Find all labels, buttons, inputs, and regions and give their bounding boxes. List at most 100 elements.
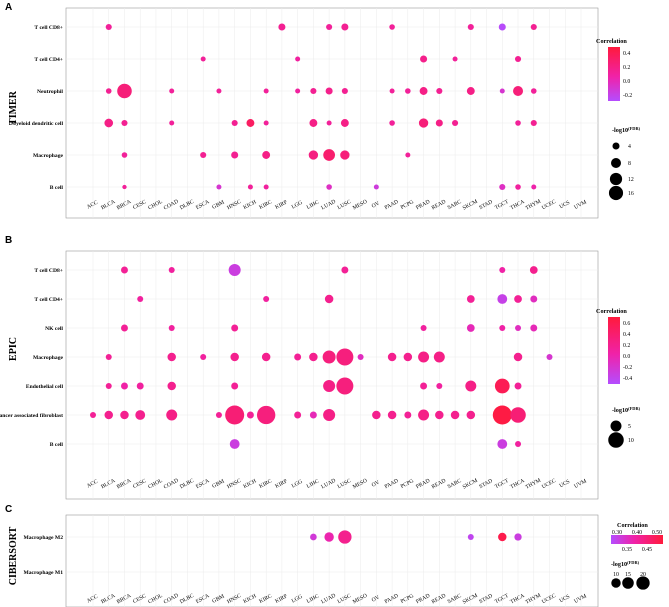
data-point-luad <box>323 408 336 422</box>
x-tick-label: GBM <box>211 593 225 604</box>
data-point-thym <box>530 119 537 127</box>
data-point-tgct <box>499 324 506 332</box>
plot-frame <box>65 7 599 219</box>
data-point-skcm <box>466 410 476 420</box>
data-point-thym <box>530 295 538 303</box>
data-point-hnsc <box>231 151 239 159</box>
data-point-tgct <box>498 532 507 542</box>
y-tick-label: NK cell <box>45 326 63 332</box>
data-point-skcm <box>466 87 475 95</box>
y-tick-label: T cell CD4+ <box>34 297 63 303</box>
data-point-pcpg <box>405 88 411 94</box>
data-point-tgct <box>492 405 512 425</box>
data-point-luad <box>326 184 332 190</box>
x-tick-label: PCPG <box>400 199 415 211</box>
panel-letter: B <box>5 235 12 246</box>
colorbar-tick-label: 0.0 <box>623 354 630 360</box>
y-tick-label: Macrophage <box>33 355 64 361</box>
data-point-blca <box>105 23 112 31</box>
x-tick-label: LIHC <box>306 478 321 490</box>
x-tick-label: LGG <box>291 594 304 605</box>
data-point-kirc <box>261 352 271 362</box>
colorbar-tick-label: 0.6 <box>623 321 630 327</box>
y-tick-label: B cell <box>50 442 64 448</box>
data-point-read <box>436 382 443 390</box>
size-legend-title: -log10(FDR) <box>612 406 641 414</box>
data-point-lusc <box>341 266 349 274</box>
y-tick-label: B cell <box>50 185 64 191</box>
x-tick-label: KICH <box>242 478 257 490</box>
data-point-prad <box>420 382 428 390</box>
data-point-lihc <box>310 87 317 95</box>
data-point-kirc <box>263 120 269 126</box>
color-legend-title: Correlation <box>617 522 648 529</box>
x-tick-label: PCPG <box>400 593 415 605</box>
data-point-brca <box>122 184 127 190</box>
x-tick-label: ACC <box>86 479 99 490</box>
data-point-brca <box>121 382 128 390</box>
x-tick-label: UVM <box>573 478 587 489</box>
data-point-tgct <box>497 439 508 449</box>
data-point-thca <box>514 55 522 63</box>
x-tick-label: STAD <box>478 593 493 605</box>
size-legend-dot <box>612 142 620 150</box>
data-point-thca <box>514 533 522 541</box>
data-point-lihc <box>310 533 317 541</box>
panel-title: CIBERSORT <box>8 526 19 585</box>
data-point-hnsc <box>229 439 240 449</box>
size-legend-dot <box>608 185 624 201</box>
points <box>104 23 537 191</box>
data-point-coad <box>168 324 175 332</box>
data-point-brca <box>121 266 128 274</box>
data-point-thym <box>531 184 537 190</box>
data-point-thca <box>513 352 523 362</box>
data-point-kich <box>246 119 255 127</box>
data-point-lihc <box>309 119 318 127</box>
y-tick-label: T cell CD4+ <box>34 57 63 63</box>
size-legend-label: 8 <box>628 161 631 167</box>
size-legend-title: -log10(FDR) <box>612 126 641 134</box>
data-point-kich <box>246 411 254 419</box>
data-point-tgct <box>499 266 506 274</box>
color-legend-title: Correlation <box>596 38 627 45</box>
panel-b: B EPIC T cell CD8+ T cell CD4+ NK cell Macrop… <box>0 235 641 500</box>
data-point-cesc <box>135 410 146 420</box>
data-point-thym <box>530 88 537 94</box>
x-tick-label: KIRP <box>274 199 288 210</box>
plot-frame <box>65 250 599 500</box>
size-legend-label: 16 <box>628 191 634 197</box>
data-point-luad <box>323 149 335 161</box>
data-point-luad <box>324 294 334 304</box>
y-tick-label: Macrophage M1 <box>23 570 63 576</box>
data-point-cesc <box>136 382 144 390</box>
data-point-thca <box>515 184 521 190</box>
size-legend: -log10(FDR) 5 10 <box>608 406 641 448</box>
data-point-lgg <box>294 411 302 419</box>
x-tick-label: PCPG <box>400 478 415 490</box>
data-point-brca <box>121 152 128 158</box>
data-point-thca <box>510 407 526 423</box>
points <box>310 530 522 544</box>
data-point-lgg <box>295 88 301 94</box>
data-point-lusc <box>341 87 348 95</box>
x-tick-label: OV <box>371 595 381 604</box>
size-legend-label: 4 <box>628 144 631 150</box>
x-tick-label: ACC <box>86 200 99 211</box>
color-legend-title: Correlation <box>596 308 627 315</box>
x-tick-label: STAD <box>478 199 493 211</box>
x-tick-label: KIRC <box>258 593 273 605</box>
data-point-kirc <box>263 88 269 94</box>
data-point-kirp <box>278 23 286 31</box>
x-tick-label: GBM <box>211 478 225 489</box>
y-tick-label: Myeloid dendritic cell <box>11 121 64 127</box>
data-point-ucec <box>546 353 553 361</box>
data-point-kirc <box>256 405 276 425</box>
data-point-read <box>436 87 443 95</box>
data-point-skcm <box>466 324 475 332</box>
data-point-prad <box>420 55 428 63</box>
data-point-read <box>433 351 445 363</box>
x-tick-label: KIRP <box>274 593 288 604</box>
data-point-kirc <box>262 151 271 159</box>
